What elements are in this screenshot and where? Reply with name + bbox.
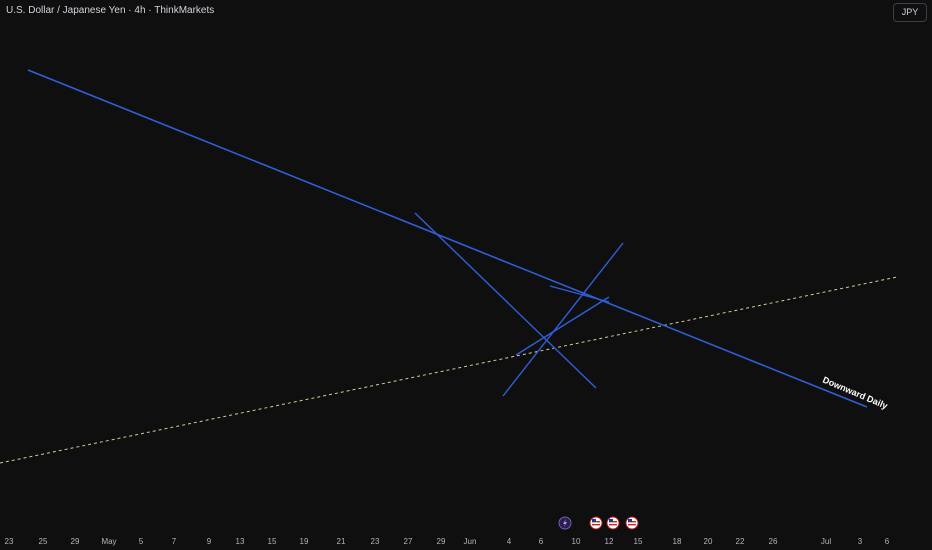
dashed-trendline: [0, 276, 898, 464]
flag-canton: [628, 519, 632, 522]
time-tick-label: 25: [39, 537, 48, 546]
time-tick-label: 12: [605, 537, 614, 546]
trendline: [515, 296, 610, 356]
event-icons: [558, 516, 639, 530]
lightning-glyph: [563, 519, 567, 527]
time-tick-label: 23: [5, 537, 14, 546]
flag-stripe: [628, 524, 636, 526]
time-tick-label: 6: [885, 537, 890, 546]
flag-stripe: [592, 524, 600, 526]
trendline: [549, 285, 610, 303]
time-tick-label: 15: [268, 537, 277, 546]
us-flag-icon[interactable]: [606, 516, 620, 530]
time-tick-label: 26: [769, 537, 778, 546]
time-tick-label: 3: [858, 537, 863, 546]
currency-button[interactable]: JPY: [893, 3, 927, 22]
time-tick-label: 5: [139, 537, 144, 546]
time-tick-label: 27: [404, 537, 413, 546]
time-tick-label: 7: [172, 537, 177, 546]
time-tick-label: Jul: [821, 537, 831, 546]
time-tick-label: 23: [371, 537, 380, 546]
time-tick-label: 29: [437, 537, 446, 546]
time-tick-label: 6: [539, 537, 544, 546]
time-tick-label: 19: [300, 537, 309, 546]
time-tick-label: 13: [236, 537, 245, 546]
time-tick-label: 10: [572, 537, 581, 546]
time-tick-label: May: [101, 537, 116, 546]
time-tick-label: 18: [673, 537, 682, 546]
time-axis-bg: [0, 532, 932, 550]
time-tick-label: 15: [634, 537, 643, 546]
flag-canton: [592, 519, 596, 522]
flag-canton: [609, 519, 613, 522]
downward-daily-trendline: [27, 69, 868, 408]
time-tick-label: 20: [704, 537, 713, 546]
flag-stripe: [609, 524, 617, 526]
time-tick-label: 29: [71, 537, 80, 546]
symbol-title: U.S. Dollar / Japanese Yen · 4h · ThinkM…: [6, 5, 215, 16]
time-tick-label: Jun: [464, 537, 477, 546]
us-flag-icon[interactable]: [589, 516, 603, 530]
time-axis: 23 25 29 May 5 7 9 13 15 19 21 23 27 29 Jun 4 6 10 12 15 18 2…: [0, 532, 932, 550]
price-axis: 139.000140.000141.000142.000143.000144.0…: [897, 0, 932, 532]
trendline: [414, 212, 597, 389]
time-tick-label: 9: [207, 537, 212, 546]
price-axis-bg: [897, 0, 932, 532]
us-flag-icon[interactable]: [625, 516, 639, 530]
time-tick-label: 22: [736, 537, 745, 546]
time-tick-label: 21: [337, 537, 346, 546]
time-tick-label: 4: [507, 537, 512, 546]
trendline: [502, 242, 624, 397]
